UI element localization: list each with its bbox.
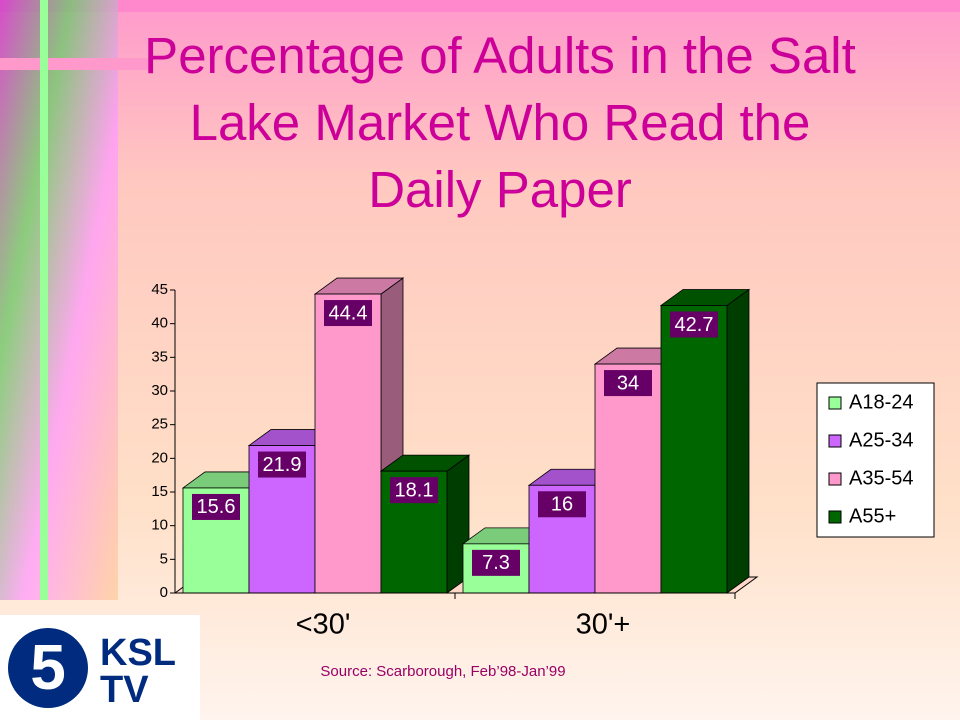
y-tick-label: 35 [151,348,168,365]
legend-label: A35-54 [849,467,914,489]
decoration [0,0,118,600]
bar [314,293,382,594]
y-tick-label: 40 [151,315,168,332]
logo-text: KSL [100,632,176,674]
value-label: 7.3 [482,552,510,574]
x-tick-label: 30'+ [576,609,631,641]
legend-swatch [828,510,842,524]
decoration-stripe [40,0,48,600]
logo-circle [8,628,88,708]
value-label-bg [604,370,652,397]
value-label: 42.7 [675,314,714,336]
y-tick-label: 15 [151,483,168,500]
logo-text: TV [100,669,149,711]
y-tick-label: 45 [151,281,168,298]
y-tick-label: 5 [160,550,168,567]
value-label: 16 [551,494,573,516]
legend-swatch [828,434,842,448]
value-label-bg [258,451,306,478]
bar [660,305,728,594]
y-tick-label: 20 [151,449,168,466]
decoration-bar [0,58,150,70]
value-label-bg [192,493,240,520]
value-label-bg [390,477,438,504]
top-band [0,0,960,12]
legend-label: A25-34 [849,429,914,451]
bar [594,363,662,594]
legend-swatch [828,396,842,410]
value-label-bg [670,311,718,338]
value-label-bg [472,549,520,576]
legend-swatch [828,472,842,486]
y-tick-label: 10 [151,517,168,534]
value-label: 34 [617,372,639,394]
y-tick-label: 25 [151,416,168,433]
chart-title: Percentage of Adults in the Salt Lake Ma… [144,27,856,218]
value-label: 15.6 [197,496,236,518]
y-tick-label: 0 [160,584,168,601]
value-label-bg [324,300,372,327]
logo-number: 5 [30,631,66,703]
logo: 5 KSL TV [0,615,200,720]
legend-label: A55+ [849,505,896,527]
y-tick-label: 30 [151,382,168,399]
value-label: 44.4 [329,302,368,324]
source: Source: Scarborough, Feb’98-Jan’99 [320,663,565,680]
legend-label: A18-24 [849,391,914,413]
x-tick-label: <30' [296,609,351,641]
value-label-bg [538,491,586,518]
bar-side [726,288,750,594]
value-label: 18.1 [395,479,434,501]
value-label: 21.9 [263,454,302,476]
